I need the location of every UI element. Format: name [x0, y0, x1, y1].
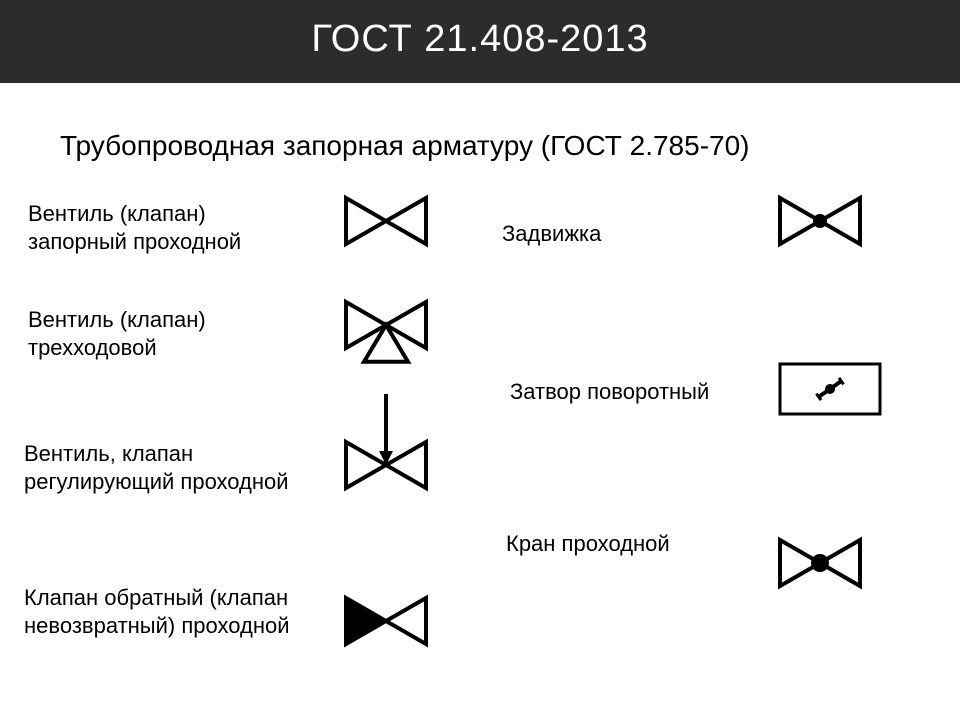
label-gate-valve: Задвижка — [502, 220, 601, 248]
symbol-holder-valve-regulating — [342, 388, 430, 497]
symbol-ball-valve — [776, 536, 864, 590]
symbol-holder-valve-three-way — [342, 298, 430, 392]
label-valve-three-way: Вентиль (клапан) трехходовой — [28, 306, 206, 361]
symbol-holder-valve-shutoff-straight — [342, 194, 430, 253]
symbol-gate-valve — [776, 194, 864, 248]
header-band: ГОСТ 21.408-2013 — [0, 0, 960, 83]
symbol-valve-check — [342, 594, 430, 648]
symbol-butterfly-valve — [776, 360, 884, 418]
label-valve-check: Клапан обратный (клапан невозвратный) пр… — [24, 584, 290, 639]
symbol-holder-ball-valve — [776, 536, 864, 595]
symbol-holder-valve-check — [342, 594, 430, 653]
page-title: ГОСТ 21.408-2013 — [311, 18, 648, 60]
symbol-holder-gate-valve — [776, 194, 864, 253]
label-butterfly-valve: Затвор поворотный — [510, 378, 709, 406]
symbol-valve-shutoff-straight — [342, 194, 430, 248]
symbol-valve-three-way — [342, 298, 430, 387]
label-ball-valve: Кран проходной — [506, 530, 670, 558]
symbol-holder-butterfly-valve — [776, 360, 884, 423]
label-valve-regulating: Вентиль, клапан регулирующий проходной — [24, 440, 289, 495]
label-valve-shutoff-straight: Вентиль (клапан) запорный проходной — [28, 200, 241, 255]
symbol-valve-regulating — [342, 388, 430, 492]
section-subtitle: Трубопроводная запорная арматуру (ГОСТ 2… — [60, 130, 750, 162]
